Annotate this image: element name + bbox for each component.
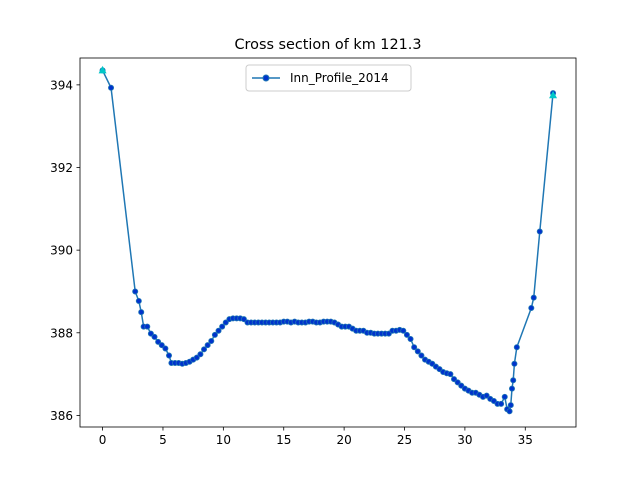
data-point — [530, 294, 537, 301]
legend-box — [245, 64, 412, 92]
data-point — [166, 352, 173, 359]
data-point — [135, 297, 142, 304]
data-point — [222, 319, 229, 326]
axis-ticks: 0 5 10 15 20 25 30 35 386 388 390 392 394 — [50, 78, 533, 447]
legend: Inn_Profile_2014 — [245, 64, 412, 92]
data-point — [451, 376, 458, 383]
data-point — [513, 344, 520, 351]
x-tick-label: 30 — [457, 433, 472, 447]
data-point — [138, 309, 145, 316]
data-point — [508, 385, 515, 392]
data-point — [501, 393, 508, 400]
data-point — [407, 335, 414, 342]
data-point — [403, 331, 410, 338]
data-point — [162, 345, 169, 352]
data-point — [211, 331, 218, 338]
data-point — [536, 228, 543, 235]
legend-series-marker — [262, 74, 270, 82]
data-point — [414, 348, 421, 355]
data-point — [400, 327, 407, 334]
data-point — [151, 333, 158, 340]
x-tick-label: 0 — [99, 433, 107, 447]
legend-series-label: Inn_Profile_2014 — [290, 71, 389, 85]
endpoint-marker — [549, 90, 558, 99]
data-point — [158, 342, 165, 349]
data-point — [510, 377, 517, 384]
data-point — [215, 327, 222, 334]
data-point — [204, 342, 211, 349]
y-tick-label: 388 — [50, 326, 73, 340]
marker-layer — [98, 65, 558, 415]
chart-title: Cross section of km 121.3 — [235, 37, 422, 53]
data-point — [193, 354, 200, 361]
x-tick-label: 5 — [159, 433, 167, 447]
data-point — [507, 402, 514, 409]
plot-frame — [79, 57, 577, 428]
data-point — [132, 288, 139, 295]
x-tick-label: 10 — [216, 433, 231, 447]
data-point — [201, 346, 208, 353]
data-point — [108, 84, 115, 91]
data-point — [411, 344, 418, 351]
y-tick-label: 386 — [50, 409, 73, 423]
data-point — [147, 330, 154, 337]
plot-area — [80, 58, 576, 427]
data-point — [208, 338, 215, 345]
data-point — [506, 408, 513, 415]
data-point — [219, 323, 226, 330]
y-tick-label: 394 — [50, 78, 73, 92]
y-tick-label: 392 — [50, 161, 73, 175]
x-tick-label: 15 — [276, 433, 291, 447]
data-point — [418, 352, 425, 359]
data-point — [197, 351, 204, 358]
data-point — [447, 371, 454, 378]
x-tick-label: 25 — [397, 433, 412, 447]
data-point — [144, 323, 151, 330]
data-point — [454, 379, 461, 386]
x-tick-label: 20 — [336, 433, 351, 447]
data-point — [528, 304, 535, 311]
data-point — [240, 316, 247, 323]
data-point — [511, 360, 518, 367]
endpoint-marker — [98, 65, 107, 74]
y-tick-label: 390 — [50, 244, 73, 258]
data-point — [155, 338, 162, 345]
data-point — [498, 400, 505, 407]
x-tick-label: 35 — [518, 433, 533, 447]
data-point — [483, 392, 490, 399]
